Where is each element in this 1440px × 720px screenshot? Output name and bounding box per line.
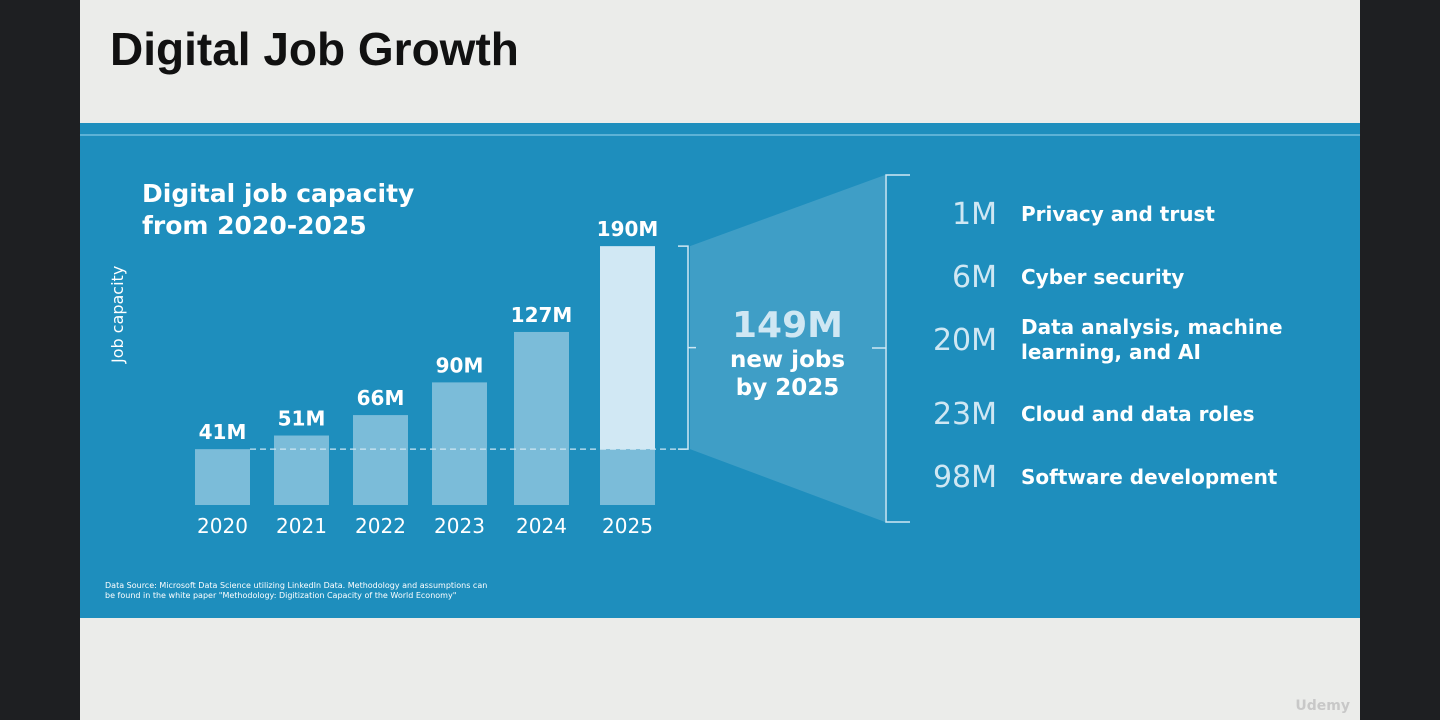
bar-2020 bbox=[195, 449, 250, 505]
breakdown-label: Data analysis, machine learning, and AI bbox=[1021, 315, 1283, 364]
source-line: be found in the white paper "Methodology… bbox=[105, 591, 457, 600]
breakdown-label: Privacy and trust bbox=[1021, 202, 1215, 226]
value-label: 41M bbox=[199, 420, 247, 444]
breakdown-value: 23M bbox=[932, 397, 997, 432]
breakdown-value: 20M bbox=[932, 322, 997, 358]
breakdown-label: Cloud and data roles bbox=[1021, 402, 1255, 426]
udemy-watermark: Udemy bbox=[1295, 698, 1350, 714]
breakdown-value: 98M bbox=[932, 460, 997, 495]
bar-2024 bbox=[514, 331, 569, 505]
breakdown-value: 6M bbox=[952, 260, 997, 295]
new-jobs-label: new jobs bbox=[729, 347, 846, 373]
x-tick-label: 2020 bbox=[197, 514, 248, 538]
new-jobs-label: by 2025 bbox=[735, 375, 840, 401]
breakdown-label: Cyber security bbox=[1021, 265, 1185, 289]
bar-2022 bbox=[353, 415, 408, 505]
bar-2021 bbox=[274, 435, 329, 505]
value-label: 51M bbox=[278, 407, 326, 431]
bar-2025-growth bbox=[600, 246, 655, 450]
new-jobs-value: 149M bbox=[732, 305, 843, 346]
value-label: 127M bbox=[511, 303, 573, 327]
infographic-panel: Digital job capacity from 2020-2025 Job c… bbox=[80, 123, 1360, 618]
slide: Digital Job Growth Digital job capacity f… bbox=[80, 0, 1360, 720]
breakdown-item: 23M Cloud and data roles bbox=[900, 397, 1300, 432]
bar-chart: 41M 2020 51M 2021 66M 2022 90M 2023 127M 2024 190M… bbox=[195, 174, 910, 538]
funnel-shape bbox=[690, 175, 885, 522]
chart-title-line: Digital job capacity bbox=[142, 179, 415, 208]
chart-title-line: from 2020-2025 bbox=[142, 211, 367, 240]
x-tick-label: 2023 bbox=[434, 514, 485, 538]
chart-title: Digital job capacity from 2020-2025 bbox=[142, 178, 414, 242]
right-bracket bbox=[872, 174, 910, 523]
value-label: 66M bbox=[357, 386, 405, 410]
new-jobs-callout: 149M new jobs by 2025 bbox=[700, 305, 875, 402]
breakdown-item: 1M Privacy and trust bbox=[900, 197, 1300, 232]
x-tick-label: 2022 bbox=[355, 514, 406, 538]
bar-2025-base bbox=[600, 449, 655, 505]
slide-title: Digital Job Growth bbox=[110, 23, 519, 75]
data-source: Data Source: Microsoft Data Science util… bbox=[105, 581, 487, 601]
source-line: Data Source: Microsoft Data Science util… bbox=[105, 581, 488, 590]
value-label: 90M bbox=[436, 353, 484, 377]
breakdown-item: 98M Software development bbox=[900, 460, 1300, 495]
bar-2023 bbox=[432, 382, 487, 505]
value-label: 190M bbox=[597, 217, 659, 241]
x-tick-label: 2025 bbox=[602, 514, 653, 538]
x-tick-label: 2021 bbox=[276, 514, 327, 538]
breakdown-label: Software development bbox=[1021, 465, 1278, 489]
breakdown-item: 6M Cyber security bbox=[900, 260, 1300, 295]
x-tick-label: 2024 bbox=[516, 514, 567, 538]
divider-line bbox=[80, 134, 1360, 136]
breakdown-value: 1M bbox=[952, 197, 997, 232]
breakdown-item: 20M Data analysis, machine learning, and … bbox=[900, 315, 1300, 365]
left-bracket bbox=[678, 245, 696, 450]
